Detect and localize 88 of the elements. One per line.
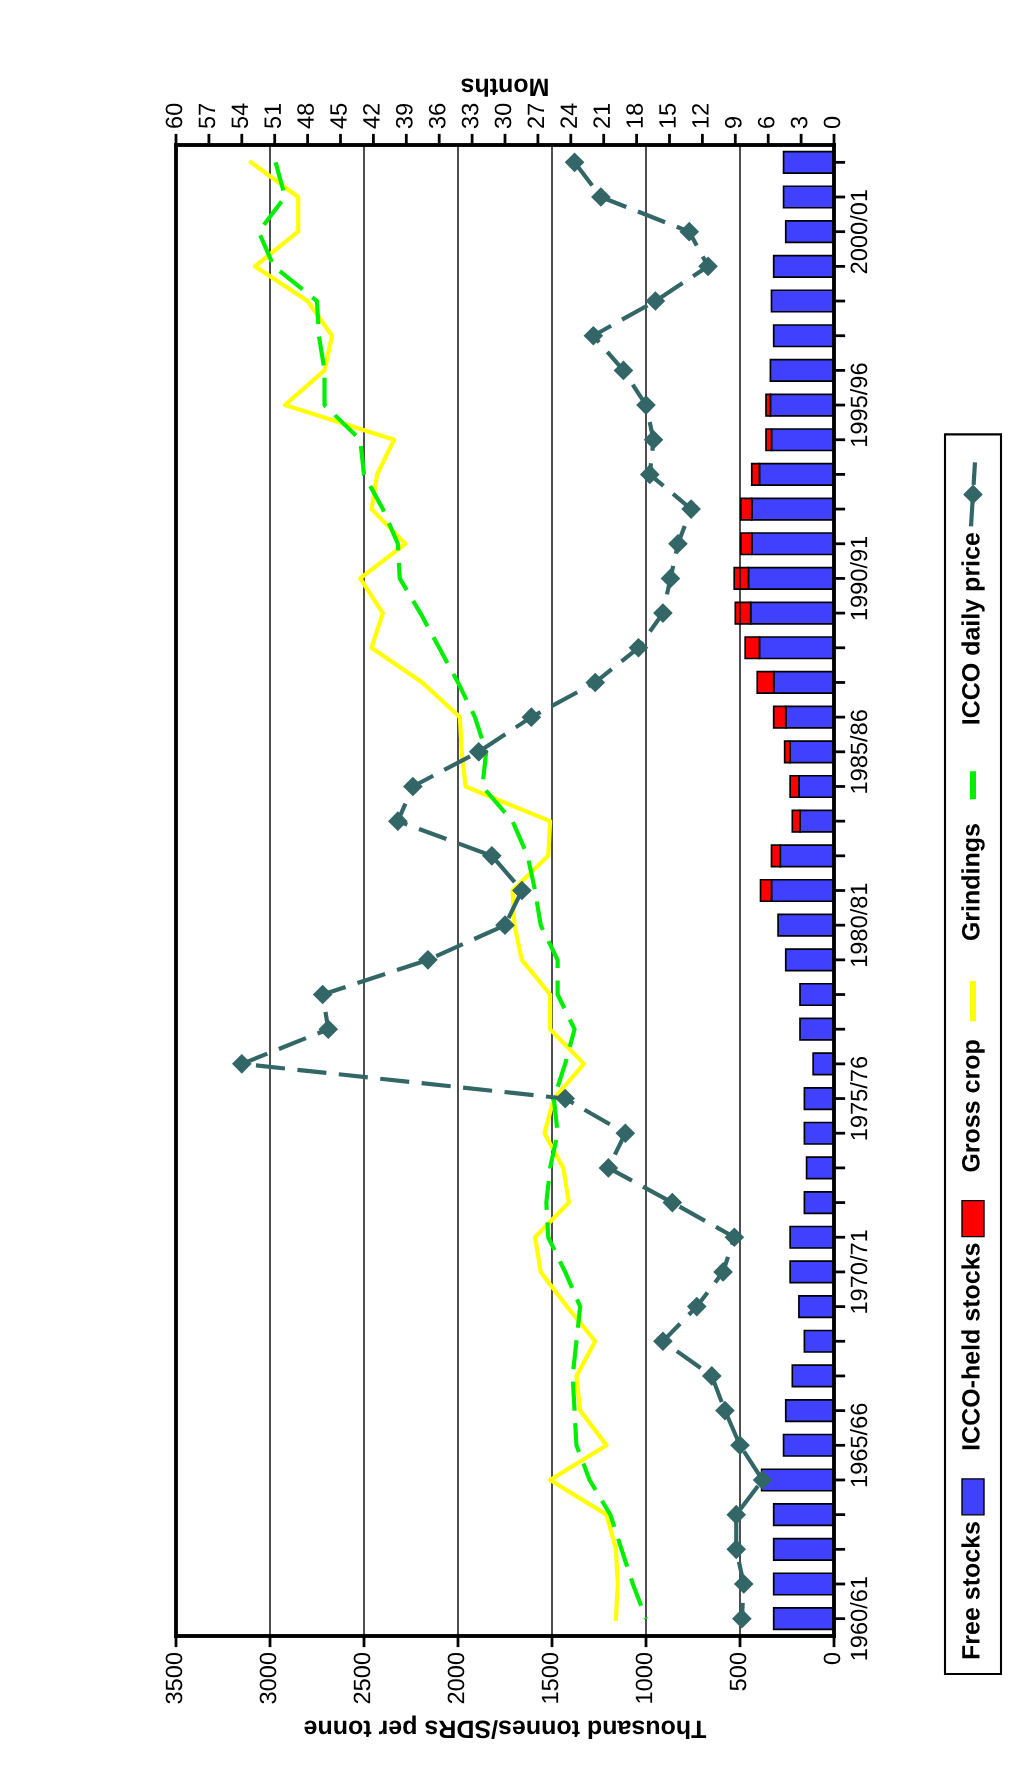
x-tick-label: 2500 [353, 1652, 371, 1704]
point [653, 603, 673, 623]
y-tick-label: 1990/91 [849, 536, 868, 620]
x-tick-label: 1500 [541, 1652, 559, 1703]
x-tick-label: 0 [823, 1652, 841, 1665]
x2-tick-label: 51 [264, 103, 282, 129]
x2-axis-title: Months [461, 78, 548, 97]
point [628, 638, 649, 658]
point [598, 1158, 618, 1178]
point [687, 1297, 707, 1317]
x2-tick-label: 6 [757, 116, 775, 128]
x2-tick-label: 9 [724, 117, 742, 128]
point [636, 395, 656, 415]
x2-tick-label: 36 [428, 103, 446, 129]
x-tick-label: 500 [729, 1652, 747, 1691]
point [640, 464, 660, 484]
point [613, 360, 633, 380]
point [418, 950, 438, 970]
legend-label: Free stocks [961, 1522, 980, 1659]
x2-tick-label: 18 [626, 103, 643, 128]
point [713, 1262, 733, 1282]
point [565, 152, 585, 172]
point [521, 707, 541, 727]
x2-tick-label: 33 [461, 103, 479, 129]
point [318, 1019, 338, 1039]
x2-tick-label: 39 [395, 103, 413, 129]
point [591, 187, 611, 207]
x2-tick-label: 24 [560, 103, 577, 128]
x2-tick-label: 45 [330, 103, 347, 129]
x2-tick-label: 42 [363, 103, 380, 129]
point [482, 846, 502, 866]
x2-tick-label: 48 [297, 103, 314, 129]
x2-tick-label: 27 [527, 103, 545, 128]
point [313, 984, 333, 1005]
point [555, 1089, 575, 1109]
y-tick-label: 1995/96 [849, 363, 868, 446]
point [702, 1366, 722, 1386]
point [681, 499, 701, 519]
y-tick-label: 1980/81 [849, 883, 868, 967]
x-tick-label: 1000 [635, 1652, 653, 1703]
point [734, 1574, 754, 1594]
x-tick-label: 3500 [165, 1652, 183, 1704]
y-tick-label: 1960/61 [849, 1577, 868, 1660]
point [585, 672, 605, 692]
point [583, 326, 603, 346]
point [512, 880, 532, 901]
point [403, 776, 423, 797]
point [730, 1435, 750, 1455]
x2-tick-label: 57 [198, 103, 216, 129]
point [726, 1505, 746, 1525]
x2-tick-label: 15 [659, 103, 676, 128]
point [645, 291, 665, 311]
point [643, 430, 664, 450]
legend-label: Grindings [961, 824, 985, 941]
point [662, 1193, 682, 1213]
x2-tick-label: 54 [231, 103, 249, 129]
point [388, 811, 408, 831]
y-tick-label: 2000/01 [849, 190, 868, 274]
point [668, 534, 688, 554]
x2-tick-label: 0 [823, 116, 841, 129]
x2-tick-label: 3 [790, 116, 808, 129]
point [698, 256, 718, 276]
point [615, 1123, 635, 1143]
y-tick-label: 1970/71 [849, 1230, 868, 1313]
x2-tick-label: 21 [593, 103, 610, 128]
point [732, 1609, 752, 1629]
x2-tick-label: 30 [494, 103, 512, 129]
point [469, 742, 489, 762]
point [724, 1227, 744, 1247]
point [495, 915, 515, 935]
legend-label: ICCO daily price [961, 532, 985, 724]
legend-label: ICCO-held stocks [961, 1243, 980, 1450]
y-tick-label: 1975/76 [849, 1056, 868, 1140]
x-tick-label: 3000 [259, 1652, 277, 1704]
point [660, 568, 680, 588]
point [726, 1539, 746, 1559]
point [753, 1470, 773, 1490]
point [232, 1054, 252, 1074]
x-axis-title: Thousand tonnes/SDRs per tonne [304, 1715, 707, 1739]
y-tick-label: 1985/86 [849, 710, 868, 793]
x2-tick-label: 12 [692, 103, 709, 128]
legend-label: Gross crop [962, 1040, 985, 1172]
y-tick-label: 1965/66 [849, 1403, 868, 1487]
point [715, 1401, 735, 1421]
x-tick-label: 2000 [447, 1652, 465, 1704]
point [653, 1331, 673, 1351]
point [679, 222, 699, 242]
x2-tick-label: 60 [165, 103, 183, 128]
